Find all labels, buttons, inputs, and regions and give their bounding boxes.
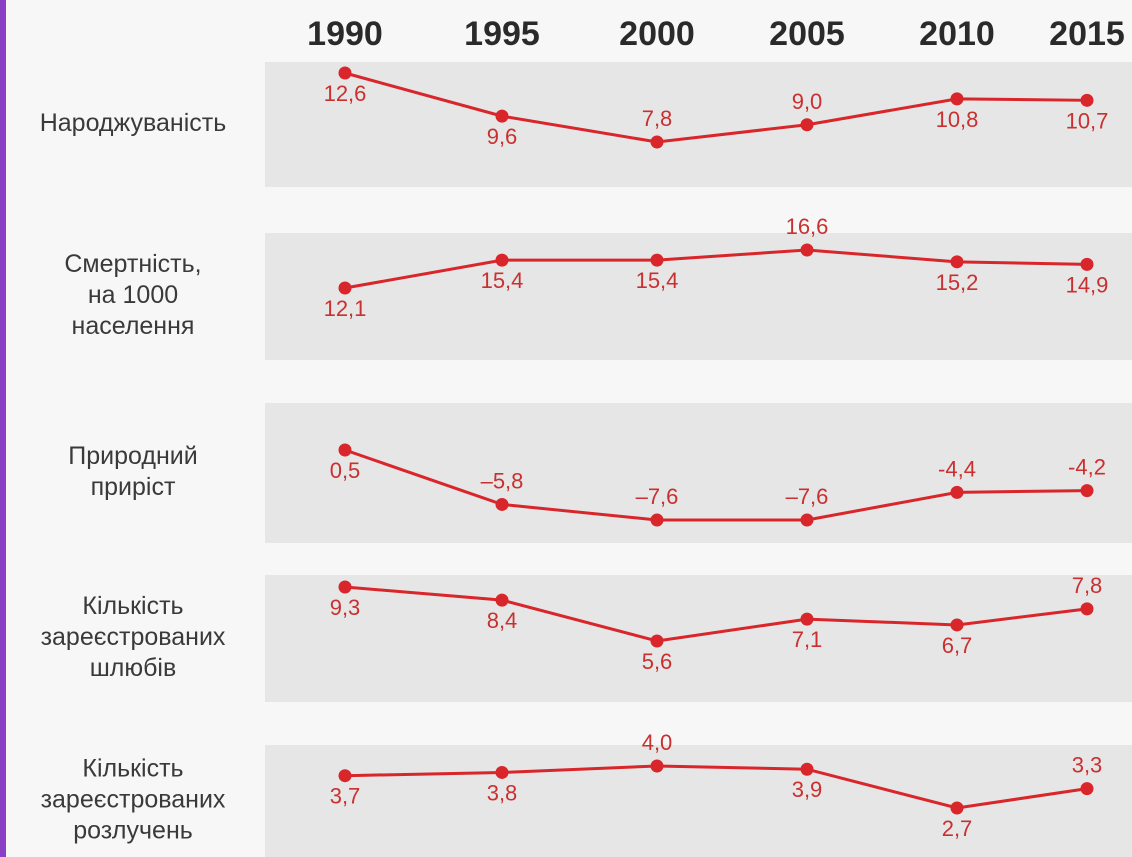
data-point [800,612,814,626]
value-label: 3,7 [330,784,361,809]
data-point [495,497,509,511]
row-label-line: зареєстрованих [41,786,226,814]
row-label-line: шлюбів [90,654,177,682]
row-label-line: Кількість [82,755,183,783]
value-label: 6,7 [942,633,973,658]
data-point [950,255,964,269]
data-point [950,801,964,815]
value-label: 9,3 [330,595,361,620]
row-label-line: розлучень [73,817,193,845]
data-point [338,769,352,783]
value-label: 15,2 [936,270,979,295]
row-label-line: населення [72,312,195,340]
row-label-line: Народжуваність [40,109,227,137]
data-point [650,634,664,648]
value-label: 7,8 [642,106,673,131]
value-label: 15,4 [636,268,679,293]
data-point [800,118,814,132]
row-label: Смертність, на 1000 населення [64,250,201,340]
row-label: Народжуваність [40,109,227,137]
data-point [800,762,814,776]
data-point [1080,782,1094,796]
row-band [265,403,1132,543]
value-label: 3,9 [792,777,823,802]
data-point [950,92,964,106]
value-label: 4,0 [642,730,673,755]
data-point [650,135,664,149]
value-label: 0,5 [330,458,361,483]
value-label: 3,3 [1072,753,1103,778]
data-point [1080,257,1094,271]
data-point [495,765,509,779]
value-label: 7,8 [1072,573,1103,598]
data-point [338,281,352,295]
row-label-line: на 1000 [88,281,178,309]
year-label: 2010 [919,15,995,53]
data-point [1080,484,1094,498]
value-label: 9,0 [792,89,823,114]
series-line [344,585,1088,643]
value-label: –5,8 [481,468,524,493]
row-band [265,575,1132,702]
year-label: 1995 [464,15,540,53]
year-label: 2000 [619,15,695,53]
data-point [800,513,814,527]
series-line [344,71,1088,144]
series-line [344,248,1088,290]
row-label: Природний приріст [68,442,197,501]
row-label-line: приріст [91,473,176,501]
data-point [950,485,964,499]
row-band [265,62,1132,187]
data-point [950,618,964,632]
value-label: 10,8 [936,107,979,132]
data-point [1080,93,1094,107]
value-label: 5,6 [642,649,673,674]
data-point [650,759,664,773]
year-label: 1990 [307,15,383,53]
row-band [265,745,1132,857]
value-label: 12,1 [324,296,367,321]
data-point [495,253,509,267]
row-label-line: Кількість [82,592,183,620]
series-line [344,448,1088,522]
value-label: 7,1 [792,627,823,652]
value-label: -4,4 [938,456,976,481]
row-band [265,233,1132,360]
data-point [495,109,509,123]
value-label: 15,4 [481,268,524,293]
year-label: 2005 [769,15,845,53]
data-point [650,253,664,267]
value-label: 8,4 [487,608,518,633]
row-label-line: Природний [68,442,197,470]
value-label: 9,6 [487,124,518,149]
value-label: -4,2 [1068,455,1106,480]
value-label: –7,6 [636,484,679,509]
value-label: 2,7 [942,816,973,841]
data-point [338,66,352,80]
value-label: 10,7 [1066,108,1109,133]
data-point [650,513,664,527]
value-label: –7,6 [786,484,829,509]
row-label-line: Смертність, [64,250,201,278]
year-label: 2015 [1049,15,1125,53]
data-point [338,580,352,594]
frame-left-edge [0,0,6,857]
series-line [344,764,1088,810]
row-label: Кількість зареєстрованих розлучень [41,755,226,845]
value-label: 3,8 [487,780,518,805]
data-point [1080,602,1094,616]
row-label: Кількість зареєстрованих шлюбів [41,592,226,682]
value-label: 12,6 [324,81,367,106]
data-point [338,443,352,457]
row-label-line: зареєстрованих [41,623,226,651]
data-point [495,593,509,607]
value-label: 16,6 [786,214,829,239]
data-point [800,243,814,257]
value-label: 14,9 [1066,272,1109,297]
